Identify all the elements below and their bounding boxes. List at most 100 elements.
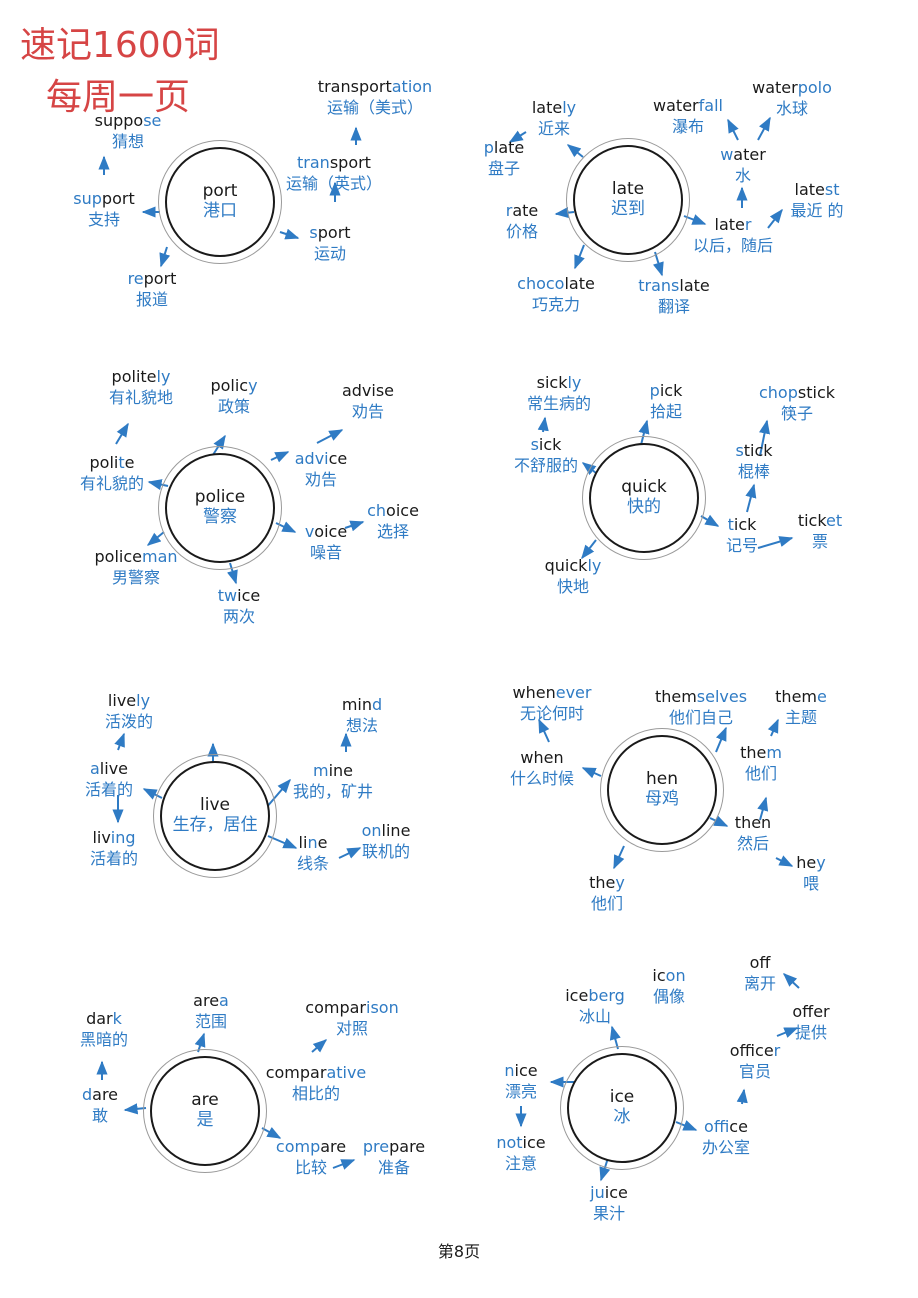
root-letters: dar [86, 1009, 113, 1028]
highlighted-letters: re [127, 269, 144, 288]
root-letters: late [679, 276, 710, 295]
english-word: compare [276, 1136, 346, 1157]
word-entry: comparative 相比的 [266, 1062, 367, 1104]
word-entry: advise 劝告 [342, 380, 394, 422]
highlighted-letters: s [530, 435, 539, 454]
chinese-meaning: 偶像 [652, 987, 685, 1006]
highlighted-letters: n [504, 1061, 515, 1080]
word-entry: theme 主题 [775, 686, 827, 728]
chinese-meaning: 准备 [377, 1158, 411, 1177]
chinese-meaning: 运动 [313, 244, 347, 263]
word-entry: sickly 常生病的 [527, 372, 591, 414]
highlighted-letters: selves [696, 687, 748, 706]
chinese-meaning: 选择 [376, 522, 409, 541]
word-entry: sport 运动 [309, 222, 350, 264]
english-word: off [744, 952, 776, 973]
word-entry: compare 比较 [276, 1136, 346, 1178]
word-entry: support 支持 [73, 188, 134, 230]
english-word: voice [305, 521, 347, 542]
english-word: whenever [513, 682, 592, 703]
chinese-meaning: 办公室 [701, 1138, 751, 1157]
root-letters: off [749, 953, 771, 972]
chinese-meaning: 果汁 [592, 1204, 625, 1223]
highlighted-letters: y [248, 376, 258, 395]
english-word: twice [218, 585, 260, 606]
center-circle-outer [158, 140, 282, 264]
center-word: ice 冰 [610, 1087, 635, 1127]
chinese-meaning: 筷子 [780, 404, 814, 423]
root-letters: ic [652, 966, 666, 985]
chinese-meaning: 什么时候 [509, 769, 575, 788]
english-word: mine [293, 760, 373, 781]
center-circle [607, 735, 717, 845]
word-entry: living 活着的 [90, 827, 138, 869]
chinese-meaning: 有礼貌地 [108, 388, 174, 407]
chinese-meaning: 冰山 [578, 1007, 612, 1026]
arrow-icon [745, 483, 757, 513]
root-letters: water [653, 96, 699, 115]
root-letters: compar [305, 998, 366, 1017]
highlighted-letters: ly [562, 98, 577, 117]
word-entry: then 然后 [735, 812, 771, 854]
center-chinese: 快的 [626, 497, 661, 517]
root-letters: live [107, 691, 137, 710]
root-letters: then [734, 813, 772, 832]
center-word: late 迟到 [611, 179, 645, 219]
word-entry: latest 最近 的 [790, 179, 843, 221]
center-circle [160, 761, 270, 871]
center-english: late [611, 179, 645, 199]
root-letters: are [193, 991, 220, 1010]
word-entry: transport 运输（英式） [286, 152, 382, 194]
word-entry: pick 拾起 [650, 380, 683, 422]
root-letters: them [654, 687, 697, 706]
word-entry: translate 翻译 [638, 275, 710, 317]
highlighted-letters: ly [567, 373, 582, 392]
word-entry: when 什么时候 [510, 747, 574, 789]
english-word: translate [638, 275, 710, 296]
arrow-icon [566, 144, 584, 158]
english-word: office [702, 1116, 750, 1137]
root-letters: ce [328, 449, 348, 468]
root-letters: e [124, 453, 135, 472]
root-letters: ick [538, 435, 562, 454]
center-chinese: 警察 [202, 507, 237, 527]
root-letters: ice [604, 1183, 628, 1202]
english-word: lately [532, 97, 576, 118]
root-letters: min [341, 695, 373, 714]
word-entry: alive 活着的 [85, 758, 133, 800]
chinese-meaning: 离开 [743, 974, 777, 993]
arrow-icon [782, 973, 800, 989]
page-number: 第8页 [437, 1242, 481, 1261]
root-letters: late [493, 138, 525, 157]
english-word: polite [80, 452, 144, 473]
arrow-icon [114, 732, 125, 751]
chinese-meaning: 喂 [802, 874, 820, 893]
word-entry: notice 注意 [496, 1132, 545, 1174]
chinese-meaning: 活泼的 [104, 712, 154, 731]
center-word: hen 母鸡 [645, 769, 679, 809]
center-english: quick [621, 477, 667, 497]
word-entry: whenever 无论何时 [513, 682, 592, 724]
highlighted-letters: ly [587, 556, 602, 575]
word-entry: offer 提供 [792, 1001, 829, 1043]
word-entry: office 办公室 [702, 1116, 750, 1158]
english-word: policy [210, 375, 257, 396]
center-circle [150, 1056, 260, 1166]
english-word: stick [735, 440, 772, 461]
english-word: report [128, 268, 177, 289]
chinese-meaning: 想法 [345, 716, 379, 735]
center-circle-outer [143, 1049, 267, 1173]
center-circle-outer [582, 436, 706, 560]
word-entry: waterpolo 水球 [752, 77, 832, 119]
english-word: they [589, 872, 625, 893]
root-letters: polite [111, 367, 157, 386]
highlighted-letters: on [361, 821, 382, 840]
english-word: living [90, 827, 138, 848]
word-entry: area 范围 [193, 990, 229, 1032]
arrow-icon [338, 847, 362, 859]
english-word: dare [82, 1084, 118, 1105]
center-word: live 生存，居住 [173, 795, 258, 835]
center-english: port [202, 181, 238, 201]
highlighted-letters: berg [588, 986, 625, 1005]
